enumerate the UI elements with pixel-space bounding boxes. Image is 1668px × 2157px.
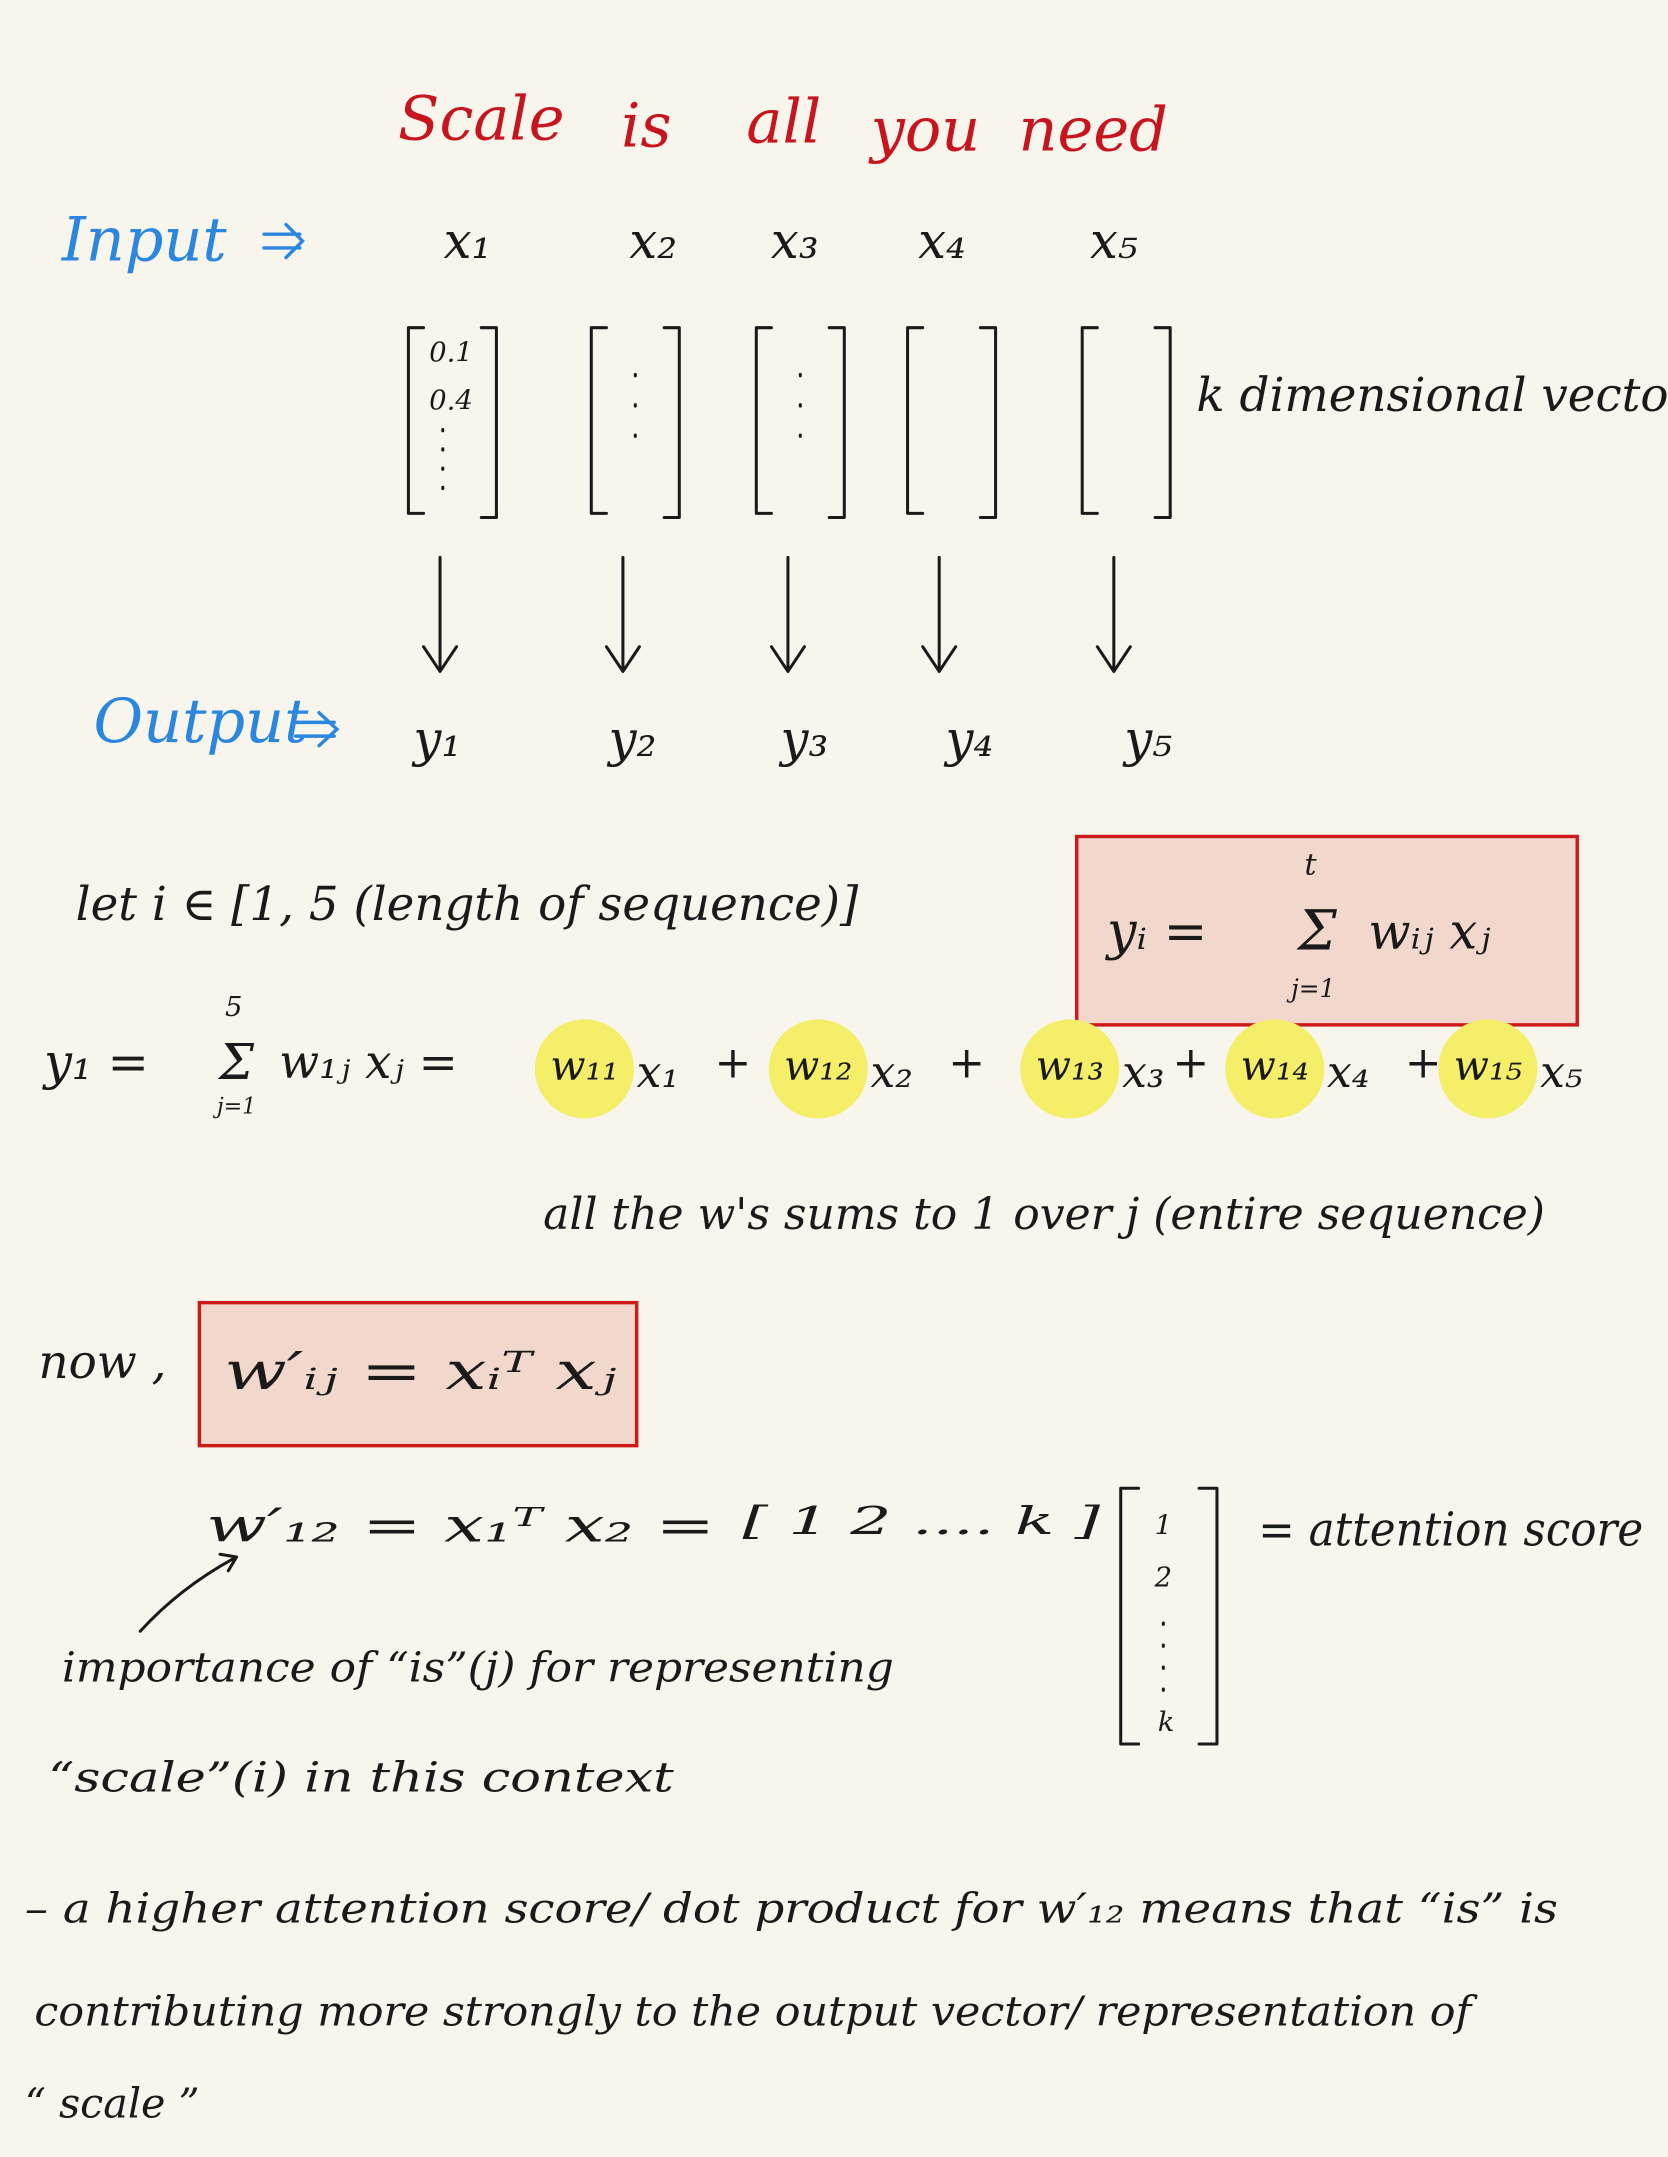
attention-score: = attention score bbox=[1258, 1504, 1643, 1558]
weight: w₁₃ bbox=[1036, 1041, 1104, 1089]
title-word: you bbox=[868, 96, 981, 166]
input-token: x₁ bbox=[444, 212, 492, 270]
input-token: x₄ bbox=[918, 212, 966, 270]
vector-entry: 1 bbox=[1155, 1509, 1173, 1541]
terms: w₁₁ x₁ + w₁₂ x₂ + w₁₃ x₃ + w₁₄ x₄ + w₁₅ x₅ bbox=[534, 1019, 1583, 1119]
plus: + bbox=[1405, 1038, 1442, 1089]
weight: w₁₅ bbox=[1454, 1041, 1522, 1089]
sigma: Σ bbox=[217, 1033, 255, 1091]
sigma: Σ bbox=[1296, 898, 1338, 962]
highlight bbox=[768, 1019, 868, 1119]
attention-formula: w′ᵢⱼ = xᵢᵀ xⱼ bbox=[224, 1342, 616, 1402]
bullet-line: “ scale ” bbox=[25, 2080, 200, 2128]
output-token: y₂ bbox=[607, 710, 657, 768]
plus: + bbox=[714, 1038, 751, 1089]
highlight bbox=[1020, 1019, 1120, 1119]
formula-rhs: wᵢⱼ xⱼ bbox=[1368, 902, 1490, 960]
input-token: x₃ bbox=[771, 212, 819, 270]
input-label: Input bbox=[61, 206, 228, 276]
down-arrow bbox=[422, 555, 459, 673]
down-arrow bbox=[1095, 555, 1132, 673]
output-token: y₃ bbox=[779, 710, 829, 768]
token: x₁ bbox=[637, 1047, 679, 1098]
sigma-upper: 5 bbox=[225, 991, 243, 1023]
token: x₃ bbox=[1122, 1047, 1164, 1098]
weight: w₁₁ bbox=[550, 1041, 618, 1089]
formula-box bbox=[197, 1300, 639, 1448]
title-word: need bbox=[1019, 96, 1168, 166]
importance-line: importance of “is”(j) for representing bbox=[62, 1644, 894, 1692]
vector-bracket bbox=[754, 326, 846, 519]
vector-entry: 0.1 bbox=[429, 336, 473, 368]
bullet-line: – a higher attention score/ dot product … bbox=[25, 1884, 1558, 1932]
highlight bbox=[1225, 1019, 1325, 1119]
title-word: is bbox=[621, 92, 671, 162]
token: x₂ bbox=[870, 1047, 912, 1098]
column-bracket bbox=[1119, 1486, 1219, 1746]
weight: w₁₄ bbox=[1241, 1041, 1309, 1089]
weight: w₁₂ bbox=[784, 1041, 852, 1089]
vector-entry: k bbox=[1158, 1706, 1175, 1738]
highlight bbox=[1438, 1019, 1538, 1119]
bullet-line: contributing more strongly to the output… bbox=[34, 1987, 1478, 2035]
title-word: all bbox=[746, 87, 821, 157]
pointer-arrow bbox=[138, 1552, 239, 1633]
down-arrow bbox=[604, 555, 641, 673]
output-label: Output bbox=[94, 687, 310, 757]
arrow bbox=[293, 711, 340, 748]
sigma-lower: j=1 bbox=[1286, 974, 1335, 1003]
importance-line: “scale”(i) in this context bbox=[48, 1754, 674, 1802]
input-token: x₂ bbox=[629, 212, 677, 270]
output-token: y₄ bbox=[944, 710, 994, 768]
formula-box bbox=[1074, 834, 1579, 1027]
sigma-lower: j=1 bbox=[212, 1094, 256, 1119]
down-arrow bbox=[921, 555, 958, 673]
title: Scale is all you need bbox=[398, 85, 1168, 166]
title-word: Scale bbox=[398, 85, 565, 155]
vector-bracket bbox=[589, 326, 681, 519]
down-arrow bbox=[769, 555, 806, 673]
vector-bracket bbox=[406, 326, 498, 519]
vector-entry: 0.4 bbox=[429, 384, 473, 416]
output-token: y₁ bbox=[411, 710, 461, 768]
now-label: now , bbox=[39, 1336, 167, 1390]
vector-bracket bbox=[1080, 326, 1172, 519]
arrow bbox=[262, 222, 305, 260]
vector-note: k dimensional vector bbox=[1196, 369, 1668, 423]
formula-lhs: yᵢ = bbox=[1105, 902, 1207, 962]
vector-entry: 2 bbox=[1154, 1562, 1173, 1594]
input-token: x₅ bbox=[1090, 212, 1138, 270]
formula-rhs: w₁ⱼ xⱼ = bbox=[279, 1036, 458, 1090]
let-line: let i ∈ [1, 5 (length of sequence)] bbox=[76, 878, 859, 932]
highlight bbox=[534, 1019, 634, 1119]
token: x₅ bbox=[1540, 1047, 1583, 1098]
row-vector: [ 1 2 .... k ] bbox=[743, 1499, 1102, 1544]
formula-lhs: y₁ = bbox=[42, 1033, 149, 1091]
plus: + bbox=[948, 1038, 985, 1089]
output-token: y₅ bbox=[1122, 710, 1172, 768]
example-lhs: w′₁₂ = x₁ᵀ x₂ = bbox=[206, 1500, 715, 1554]
plus: + bbox=[1172, 1038, 1209, 1089]
token: x₄ bbox=[1327, 1047, 1369, 1098]
vector-bracket bbox=[906, 326, 998, 519]
sum-note: all the w's sums to 1 over j (entire seq… bbox=[543, 1189, 1545, 1240]
sigma-upper: t bbox=[1304, 848, 1317, 883]
